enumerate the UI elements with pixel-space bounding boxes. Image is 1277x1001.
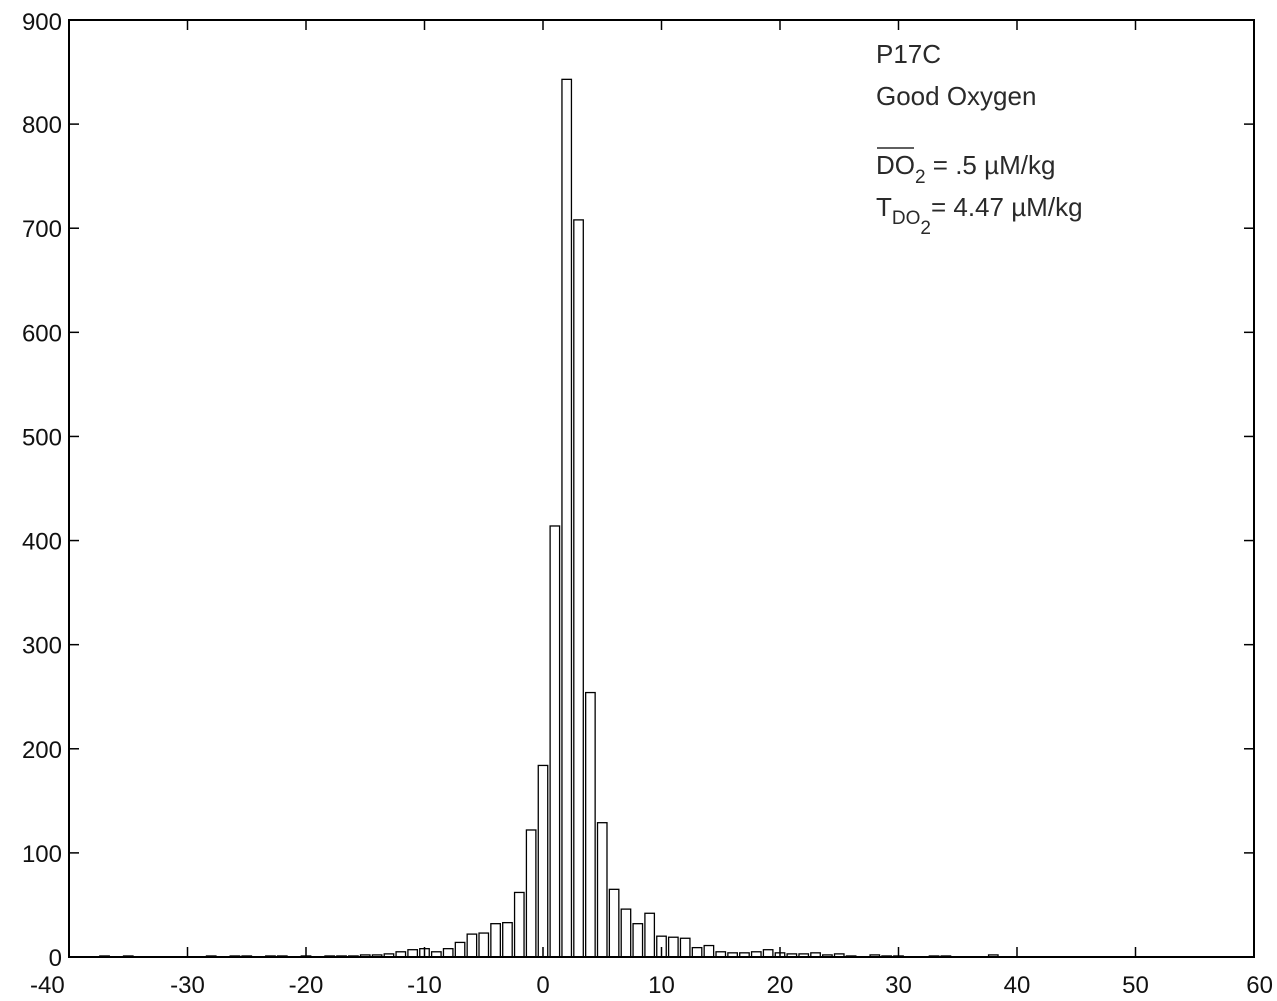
y-tick-label: 400 [22,529,62,556]
x-tick-labels: -40 -30 -20 -10 0 10 20 30 40 50 60 [30,972,1273,999]
mean-subscript: 2 [915,167,926,188]
mean-symbol: DO [876,150,915,180]
histogram-bar [573,219,584,958]
histogram-bar [407,949,419,958]
histogram-bar [478,932,490,958]
histogram-bar [549,525,561,958]
histogram-bar [691,946,703,958]
histogram-bar [490,923,501,958]
x-tick-label: 40 [1004,972,1031,999]
y-tick-label: 700 [22,216,62,243]
annotation-mean: DO2 = .5 µM/kg [876,150,1055,188]
x-tick-label: 10 [648,972,675,999]
y-tick-label: 300 [22,633,62,660]
histogram-bar [585,691,596,958]
chart-annotation: P17C Good Oxygen DO2 = .5 µM/kg TDO2= 4.… [876,39,1083,239]
histogram-bar [502,921,513,958]
t-symbol: T [876,192,892,222]
histogram-bar [596,822,608,958]
t-value: = 4.47 µM/kg [931,192,1083,222]
histogram-bar [762,949,774,958]
histogram-bar [608,888,620,958]
y-tick-label: 500 [22,424,62,451]
x-tick-label: 20 [767,972,794,999]
x-tick-label: -20 [289,972,324,999]
y-tick-labels: 0 100 200 300 400 500 600 700 800 900 [22,9,62,972]
histogram-bar [632,923,644,958]
histogram-bar [537,764,549,958]
x-tick-label: 60 [1246,972,1273,999]
ticks-group [68,19,1255,958]
histogram-bar [466,933,478,958]
y-tick-label: 900 [22,9,62,36]
t-subscript: DO [892,208,921,229]
annotation-station: P17C [876,39,941,69]
y-tick-label: 100 [22,841,62,868]
x-tick-label: 30 [885,972,912,999]
histogram-bar [513,891,525,958]
y-tick-label: 800 [22,112,62,139]
histogram-bar [703,944,715,958]
t-subsubscript: 2 [920,218,931,239]
histogram-bar [525,829,537,958]
x-tick-label: 50 [1122,972,1149,999]
histogram-bar [679,937,691,958]
mean-value: = .5 µM/kg [926,150,1056,180]
histogram-bar [442,948,454,958]
annotation-quality: Good Oxygen [876,81,1036,111]
plot-frame [68,19,1255,958]
y-tick-label: 0 [49,945,62,972]
annotation-t: TDO2= 4.47 µM/kg [876,192,1083,239]
x-tick-label: -10 [407,972,442,999]
bars-group [99,78,999,958]
histogram-bar [644,912,656,958]
x-tick-label: -40 [30,972,65,999]
y-tick-label: 200 [22,737,62,764]
histogram-bar [454,941,466,958]
histogram-bar [620,908,632,958]
histogram-bar [561,78,573,958]
x-tick-label: 0 [536,972,549,999]
x-tick-label: -30 [170,972,205,999]
y-tick-label: 600 [22,320,62,347]
histogram-bar [667,936,679,958]
